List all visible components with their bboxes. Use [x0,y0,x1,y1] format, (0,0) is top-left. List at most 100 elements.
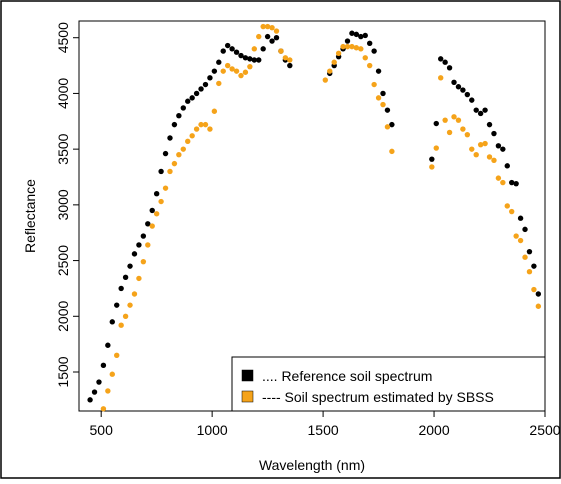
data-point [251,46,258,52]
data-point [131,251,138,257]
data-point [269,24,275,31]
data-point [202,81,209,88]
data-point [464,91,471,98]
data-point [477,110,484,117]
data-point [185,138,191,145]
data-point [114,352,120,358]
data-point [189,133,195,139]
data-point [260,46,266,52]
data-point [211,108,218,114]
data-point [105,342,111,348]
data-point [122,313,129,319]
data-point [153,211,160,217]
data-point [149,207,155,214]
data-point [429,164,435,170]
data-points [87,23,542,412]
data-point [335,50,342,57]
data-point [358,46,364,52]
data-point [495,175,502,181]
data-point [384,107,391,113]
y-tick-label: 3500 [55,133,71,164]
data-point [145,221,151,227]
data-point [247,63,253,70]
data-point [446,129,453,136]
data-point [384,124,391,130]
data-point [251,57,258,63]
data-point [442,117,448,123]
data-point [526,248,533,255]
data-point [509,208,515,215]
data-point [522,226,528,233]
data-point [375,95,382,101]
data-point [486,154,493,160]
data-point [504,163,510,169]
data-point [464,131,471,138]
data-point [207,75,213,81]
y-tick-label: 4000 [55,78,71,109]
data-point [109,371,115,377]
data-point [451,114,457,120]
data-point [366,62,373,69]
legend-label-reference: .... Reference soil spectrum [262,368,432,384]
data-point [371,81,377,88]
data-point [353,45,360,51]
data-point [287,57,293,63]
data-point [366,40,373,46]
data-point [486,121,493,128]
data-point [469,146,475,152]
data-point [491,157,497,163]
data-point [264,33,271,40]
data-point [220,68,226,74]
data-point [171,160,178,167]
data-point [531,263,537,269]
legend-label-estimated: ---- Soil spectrum estimated by SBSS [262,389,494,405]
data-point [238,52,244,59]
legend: .... Reference soil spectrum ---- Soil s… [231,356,546,412]
data-point [473,107,479,113]
data-point [358,33,364,40]
data-point [362,32,368,39]
data-point [349,43,355,50]
x-axis-label: Wavelength (nm) [259,457,365,473]
data-point [91,389,98,395]
data-point [122,274,129,280]
data-point [145,242,151,248]
data-point [136,242,142,248]
data-point [322,77,329,83]
data-point [118,322,124,328]
data-point [211,68,218,74]
data-point [216,59,222,65]
data-point [513,233,519,239]
data-point [327,68,333,74]
data-point [531,286,537,293]
data-point [504,203,510,209]
data-point [455,117,462,123]
data-point [477,141,484,148]
data-point [513,180,519,187]
data-point [198,121,204,128]
data-point [180,146,186,152]
data-point [131,291,138,297]
data-point [517,237,524,244]
data-point [340,43,346,50]
data-point [185,98,191,104]
data-point [229,66,235,72]
data-point [233,49,240,55]
data-point [136,275,142,282]
data-point [242,69,249,75]
data-point [389,148,395,155]
data-point [171,121,178,128]
series-estimated [100,23,542,412]
data-point [495,143,502,149]
legend-box [231,356,546,412]
data-point [127,302,133,308]
data-point [242,55,249,61]
data-point [193,90,200,97]
data-point [193,126,200,132]
data-point [509,179,515,186]
data-point [256,33,262,40]
data-point [535,303,542,309]
data-point [158,168,164,175]
